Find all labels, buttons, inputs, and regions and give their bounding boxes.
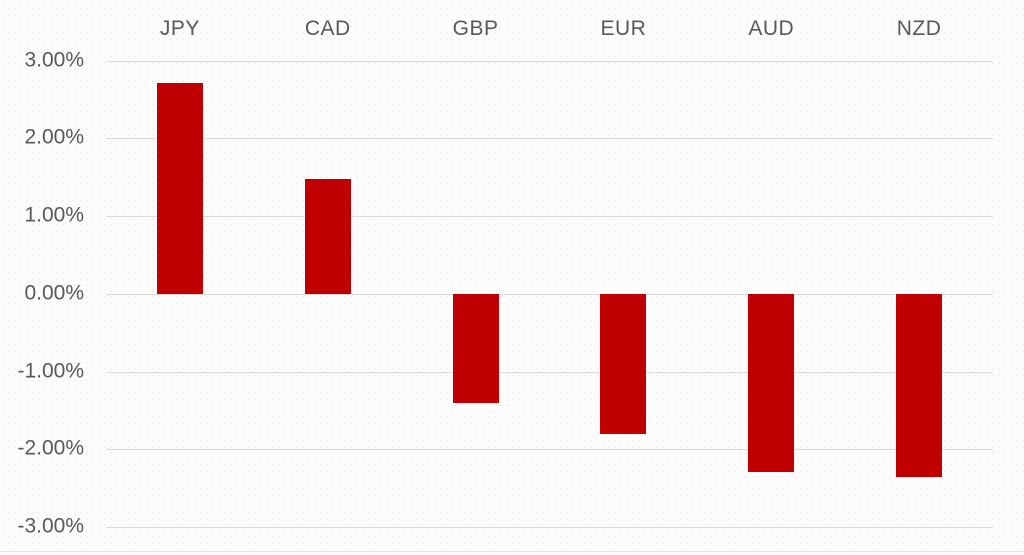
bar-aud [748,294,794,472]
ytick-label-2.00%: 2.00% [24,125,84,149]
ytick-label--2.00%: -2.00% [17,436,84,460]
category-label-nzd: NZD [896,17,942,40]
bar-cad [305,179,351,294]
category-label-eur: EUR [600,17,647,40]
ytick-label--3.00%: -3.00% [17,514,84,538]
gridline-2.00% [106,138,993,139]
bar-eur [600,294,646,434]
gridline-3.00% [106,61,993,62]
category-label-gbp: GBP [452,17,499,40]
gridline-0.00% [106,294,993,295]
bar-nzd [896,294,942,477]
gridline--2.00% [106,449,993,450]
gridline--3.00% [106,527,993,528]
gridline-1.00% [106,216,993,217]
ytick-label-1.00%: 1.00% [24,203,84,227]
gridline--1.00% [106,372,993,373]
chart-bottom-border [0,551,1024,552]
bar-gbp [453,294,499,403]
category-label-cad: CAD [304,17,351,40]
category-label-jpy: JPY [159,17,200,40]
ytick-label-0.00%: 0.00% [24,281,84,305]
ytick-label--1.00%: -1.00% [17,359,84,383]
ytick-label-3.00%: 3.00% [24,48,84,72]
category-label-aud: AUD [748,17,795,40]
bar-jpy [157,83,203,294]
